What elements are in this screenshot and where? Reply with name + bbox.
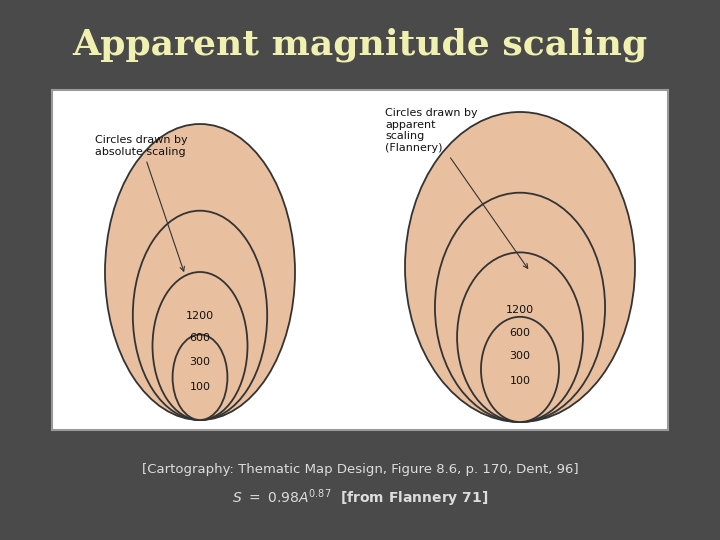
Ellipse shape [105,124,295,420]
Text: $\it{S}$ $=$ $\it{0.98A}^{\it{0.87}}$  [from Flannery 71]: $\it{S}$ $=$ $\it{0.98A}^{\it{0.87}}$ [f… [232,487,488,509]
Ellipse shape [153,272,248,420]
Text: 1200: 1200 [506,306,534,315]
Ellipse shape [481,317,559,422]
Text: 300: 300 [189,357,210,367]
Ellipse shape [457,252,583,422]
Text: 300: 300 [510,351,531,361]
Ellipse shape [173,335,228,420]
Text: 1200: 1200 [186,312,214,321]
Text: 600: 600 [510,328,531,338]
FancyBboxPatch shape [52,90,668,430]
Text: 100: 100 [189,382,210,392]
Text: Apparent magnitude scaling: Apparent magnitude scaling [73,28,647,62]
Text: 600: 600 [189,333,210,343]
Text: [Cartography: Thematic Map Design, Figure 8.6, p. 170, Dent, 96]: [Cartography: Thematic Map Design, Figur… [142,463,578,476]
Text: Circles drawn by
absolute scaling: Circles drawn by absolute scaling [95,135,188,271]
Text: Circles drawn by
apparent
scaling
(Flannery): Circles drawn by apparent scaling (Flann… [385,108,528,268]
Text: 100: 100 [510,376,531,386]
Ellipse shape [405,112,635,422]
Ellipse shape [435,193,605,422]
Ellipse shape [132,211,267,420]
